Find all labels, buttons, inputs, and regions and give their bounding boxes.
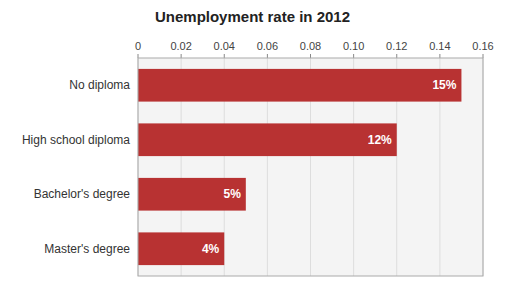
tick-mark [181, 54, 182, 58]
chart-container: Unemployment rate in 2012 0 0.02 0.04 0.06 0.… [0, 0, 505, 288]
tick-mark [267, 54, 268, 58]
category-label: Master's degree [44, 242, 130, 256]
category-label: Bachelor's degree [34, 187, 131, 201]
chart-title: Unemployment rate in 2012 [155, 8, 350, 25]
tick-label: 0.14 [429, 40, 450, 52]
data-label: 12% [368, 133, 392, 147]
tick-label: 0.10 [343, 40, 364, 52]
bar [138, 69, 461, 102]
tick-mark [353, 54, 354, 58]
tick-mark [224, 54, 225, 58]
bar [138, 232, 224, 265]
tick-mark [439, 54, 440, 58]
data-label: 5% [223, 187, 241, 201]
bar [138, 178, 246, 211]
tick-label: 0.02 [170, 40, 191, 52]
tick-mark [310, 54, 311, 58]
tick-label: 0 [135, 40, 141, 52]
bars [138, 69, 461, 265]
bar [138, 123, 397, 156]
tick-mark [483, 54, 484, 58]
data-label: 4% [202, 242, 220, 256]
data-label: 15% [432, 78, 456, 92]
tick-label: 0.16 [472, 40, 493, 52]
chart-svg: Unemployment rate in 2012 0 0.02 0.04 0.06 0.… [0, 0, 505, 288]
tick-label: 0.06 [257, 40, 278, 52]
tick-label: 0.08 [300, 40, 321, 52]
labels: 4% Master's degree 5% Bachelor's degree 12% H… [22, 78, 457, 256]
plot-frame [138, 58, 483, 276]
tick-label: 0.04 [214, 40, 235, 52]
category-label: No diploma [69, 78, 130, 92]
tick-label: 0.12 [386, 40, 407, 52]
tick-mark [138, 54, 139, 58]
category-label: High school diploma [22, 133, 130, 147]
tick-mark [396, 54, 397, 58]
plot-background [138, 58, 483, 276]
